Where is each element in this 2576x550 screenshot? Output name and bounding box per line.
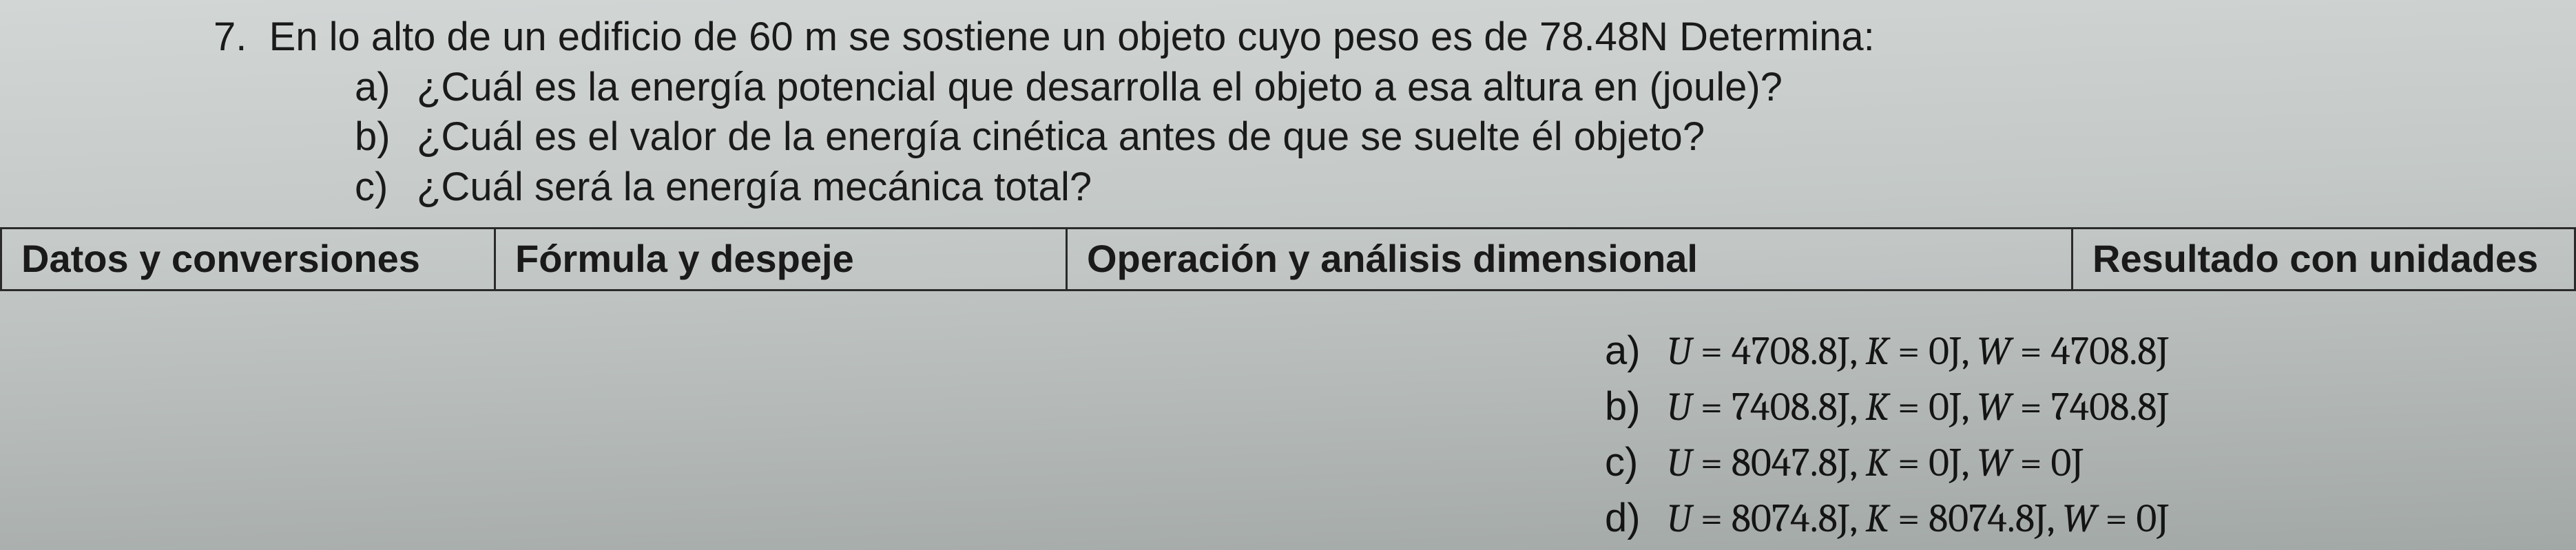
answer-label: a)	[1605, 324, 1667, 379]
header-datos: Datos y conversiones	[0, 227, 496, 291]
part-label: c)	[355, 162, 417, 213]
part-text: ¿Cuál es el valor de la energía cinética…	[417, 114, 1705, 159]
header-operacion: Operación y análisis dimensional	[1068, 227, 2073, 291]
answer-row: d)U = 8074.8J, K = 8074.8J, W = 0J	[1605, 491, 2169, 547]
worksheet-table-header: Datos y conversiones Fórmula y despeje O…	[0, 227, 2576, 291]
question-part-c: c)¿Cuál será la energía mecánica total?	[0, 162, 2576, 213]
answer-options: a)U = 4708.8J, K = 0J, W = 4708.8J b)U =…	[1605, 324, 2169, 547]
question-prompt-line: 7. En lo alto de un edificio de 60 m se …	[0, 12, 2576, 63]
answer-label: d)	[1605, 491, 1667, 546]
header-formula: Fórmula y despeje	[496, 227, 1068, 291]
part-label: a)	[355, 63, 417, 113]
part-text: ¿Cuál es la energía potencial que desarr…	[417, 65, 1783, 109]
answer-row: a)U = 4708.8J, K = 0J, W = 4708.8J	[1605, 324, 2169, 379]
answer-expr: U = 7408.8J, K = 0J, W = 7408.8J	[1667, 384, 2169, 430]
answer-expr: U = 8074.8J, K = 8074.8J, W = 0J	[1667, 496, 2169, 542]
question-part-a: a)¿Cuál es la energía potencial que desa…	[0, 63, 2576, 113]
answer-row: c)U = 8047.8J, K = 0J, W = 0J	[1605, 435, 2169, 491]
worksheet-page: 7. En lo alto de un edificio de 60 m se …	[0, 0, 2576, 550]
header-resultado: Resultado con unidades	[2073, 227, 2576, 291]
part-text: ¿Cuál será la energía mecánica total?	[417, 165, 1092, 209]
answer-label: c)	[1605, 435, 1667, 490]
answer-label: b)	[1605, 379, 1667, 434]
answer-expr: U = 4708.8J, K = 0J, W = 4708.8J	[1667, 328, 2169, 374]
question-part-b: b)¿Cuál es el valor de la energía cinéti…	[0, 112, 2576, 162]
question-prompt: En lo alto de un edificio de 60 m se sos…	[269, 14, 1875, 59]
answer-row: b)U = 7408.8J, K = 0J, W = 7408.8J	[1605, 379, 2169, 435]
question-number: 7.	[214, 14, 247, 59]
answer-expr: U = 8047.8J, K = 0J, W = 0J	[1667, 440, 2084, 486]
part-label: b)	[355, 112, 417, 162]
